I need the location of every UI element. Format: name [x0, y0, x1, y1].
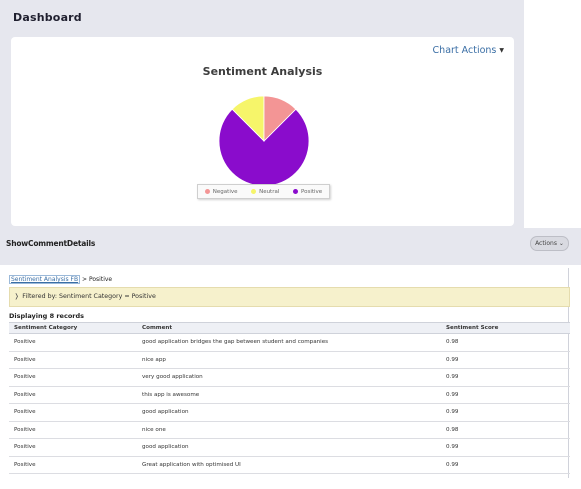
cell-sentiment-category: Positive	[9, 333, 137, 352]
cell-comment: good application bridges the gap between…	[137, 333, 441, 352]
cell-sentiment-category: Positive	[9, 403, 137, 422]
table-row[interactable]: Positive this app is awesome 0.99	[9, 386, 570, 404]
filter-text: Filtered by: Sentiment Category = Positi…	[22, 293, 156, 300]
cell-sentiment-category: Positive	[9, 368, 137, 387]
column-header-sentiment-score[interactable]: Sentiment Score	[441, 322, 570, 334]
chevron-right-icon[interactable]: ❭	[14, 293, 20, 300]
chart-actions-label: Chart Actions	[432, 45, 497, 56]
table-row[interactable]: Positive good application 0.99	[9, 403, 570, 422]
caret-down-icon: ▼	[499, 47, 504, 54]
legend-label: Negative	[212, 188, 238, 195]
cell-comment: very good application	[137, 368, 441, 387]
cell-sentiment-score: 0.99	[441, 351, 570, 369]
cell-sentiment-category: Positive	[9, 456, 137, 474]
record-count: Displaying 8 records	[9, 312, 85, 320]
cell-comment: nice app	[137, 351, 441, 369]
breadcrumb: Sentiment Analysis FB > Positive	[9, 275, 113, 284]
cell-sentiment-category: Positive	[9, 386, 137, 404]
details-header: ShowCommentDetails Actions ⌄	[0, 228, 581, 265]
chevron-down-icon: ⌄	[558, 240, 564, 247]
legend-label: Positive	[300, 188, 323, 195]
cell-comment: Great application with optimised UI	[137, 456, 441, 474]
cell-sentiment-score: 0.99	[441, 438, 570, 457]
filter-bar[interactable]: ❭ Filtered by: Sentiment Category = Posit…	[9, 287, 570, 307]
table-header-row: Sentiment Category Comment Sentiment Sco…	[9, 322, 570, 334]
table-row[interactable]: Positive good application 0.99	[9, 438, 570, 457]
cell-sentiment-score: 0.98	[441, 333, 570, 352]
details-title: ShowCommentDetails	[6, 239, 96, 248]
breadcrumb-link-sentiment-analysis[interactable]: Sentiment Analysis FB	[9, 275, 81, 284]
breadcrumb-current: > Positive	[82, 276, 113, 283]
legend-swatch-icon	[292, 189, 298, 194]
table-row[interactable]: Positive Great application with optimise…	[9, 456, 570, 474]
chart-legend: Negative Neutral Positive	[197, 184, 330, 199]
table-row[interactable]: Positive good application bridges the ga…	[9, 333, 570, 352]
dashboard-title: Dashboard	[13, 11, 82, 24]
actions-button[interactable]: Actions ⌄	[530, 236, 569, 251]
table-row[interactable]: Positive nice one 0.98	[9, 421, 570, 439]
cell-comment: good application	[137, 403, 441, 422]
legend-swatch-icon	[204, 189, 210, 194]
cell-comment: good application	[137, 438, 441, 457]
table-row[interactable]: Positive very good application 0.99	[9, 368, 570, 387]
actions-label: Actions	[535, 240, 557, 247]
legend-item-neutral[interactable]: Neutral	[251, 189, 279, 195]
legend-item-positive[interactable]: Positive	[292, 188, 323, 195]
cell-sentiment-score: 0.98	[441, 421, 570, 439]
cell-sentiment-score: 0.99	[441, 403, 570, 422]
legend-label: Neutral	[259, 188, 280, 195]
comments-table: Sentiment Category Comment Sentiment Sco…	[9, 322, 570, 474]
dashboard-panel: Dashboard Chart Actions ▼ Sentiment Analy…	[0, 0, 524, 228]
pie-slice-negative[interactable]	[263, 95, 297, 142]
sentiment-pie-chart[interactable]	[218, 95, 310, 187]
cell-comment: this app is awesome	[137, 386, 441, 404]
cell-sentiment-category: Positive	[9, 438, 137, 457]
cell-sentiment-score: 0.99	[441, 368, 570, 387]
column-header-comment[interactable]: Comment	[137, 322, 441, 334]
cell-sentiment-score: 0.99	[441, 456, 570, 474]
legend-swatch-icon	[251, 189, 257, 194]
chart-actions-button[interactable]: Chart Actions ▼	[433, 45, 504, 56]
chart-card: Chart Actions ▼ Sentiment Analysis Negati…	[11, 37, 514, 226]
cell-sentiment-category: Positive	[9, 421, 137, 439]
cell-comment: nice one	[137, 421, 441, 439]
cell-sentiment-score: 0.99	[441, 386, 570, 404]
legend-item-negative[interactable]: Negative	[204, 188, 238, 195]
table-row[interactable]: Positive nice app 0.99	[9, 351, 570, 369]
column-header-sentiment-category[interactable]: Sentiment Category	[9, 322, 137, 334]
cell-sentiment-category: Positive	[9, 351, 137, 369]
chart-title: Sentiment Analysis	[202, 65, 323, 78]
